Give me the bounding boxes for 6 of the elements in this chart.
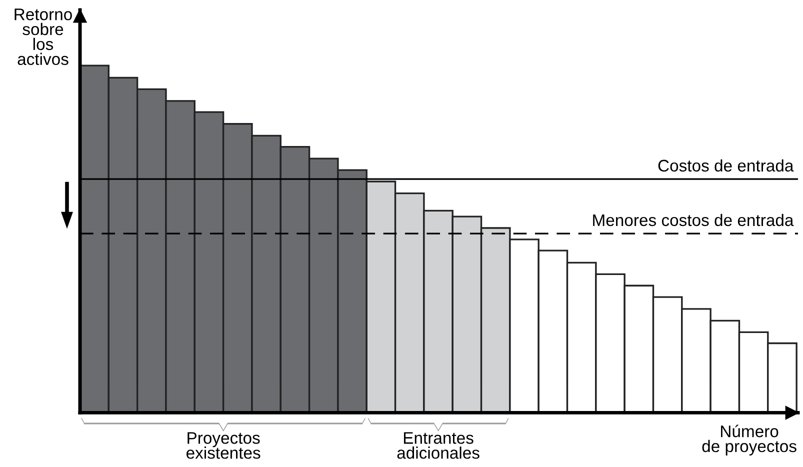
x-axis-title: Número de proyectos <box>702 424 796 456</box>
ref-line-label: Menores costos de entrada <box>593 214 794 226</box>
text: Entrantes adicionales <box>397 432 480 459</box>
ref-line-label: Costos de entrada <box>658 159 794 172</box>
text: Proyectos existentes <box>186 432 260 459</box>
y-axis-title: Retorno sobre los activos <box>14 8 72 66</box>
